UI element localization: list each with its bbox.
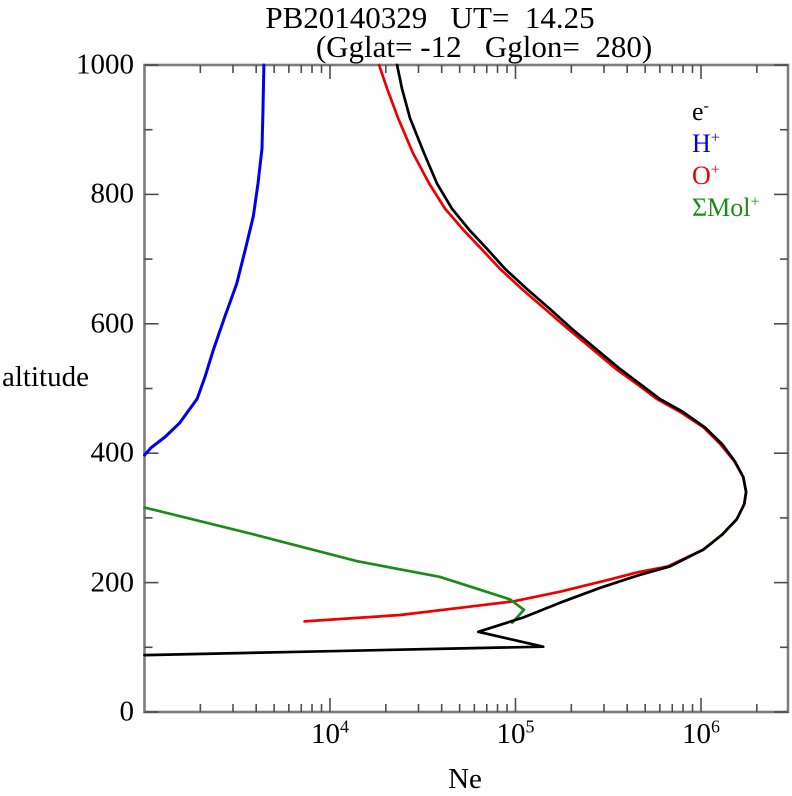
chart-subtitle: (Gglat= -12 Gglon= 280) — [315, 29, 653, 64]
x-axis-label: Ne — [448, 763, 482, 795]
y-tick-label: 0 — [119, 695, 135, 728]
y-tick-label: 200 — [90, 566, 135, 599]
legend-sup-electron: - — [703, 97, 709, 115]
legend-label-o-plus: O — [692, 161, 711, 190]
x-tick-label: 106 — [682, 716, 720, 750]
y-axis-label: altitude — [2, 361, 89, 393]
legend-label-h-plus: H — [692, 129, 711, 158]
curve-Oplus — [303, 63, 748, 623]
legend-item-mol-plus: ΣMol+ — [692, 192, 760, 224]
y-tick-label: 800 — [90, 177, 135, 210]
y-tick-label: 600 — [90, 307, 135, 340]
curve-SigmaMolplus — [143, 506, 526, 625]
curve-eminus — [143, 63, 748, 657]
legend: e- H+ O+ ΣMol+ — [692, 96, 760, 224]
chart-title: PB20140329 UT= 14.25 — [265, 0, 595, 35]
y-tick-label: 1000 — [76, 48, 134, 81]
legend-label-mol-plus: ΣMol — [692, 193, 751, 222]
x-tick-label: 104 — [311, 716, 349, 750]
x-tick-label: 105 — [496, 716, 535, 750]
legend-label-electron: e — [692, 97, 704, 126]
y-tick-label: 400 — [90, 436, 135, 469]
curve-Hplus — [143, 63, 266, 457]
legend-sup-mol-plus: + — [750, 193, 760, 211]
legend-item-electron: e- — [692, 96, 760, 128]
legend-sup-h-plus: + — [710, 129, 720, 147]
legend-sup-o-plus: + — [710, 161, 720, 179]
legend-item-h-plus: H+ — [692, 128, 760, 160]
legend-item-o-plus: O+ — [692, 160, 760, 192]
